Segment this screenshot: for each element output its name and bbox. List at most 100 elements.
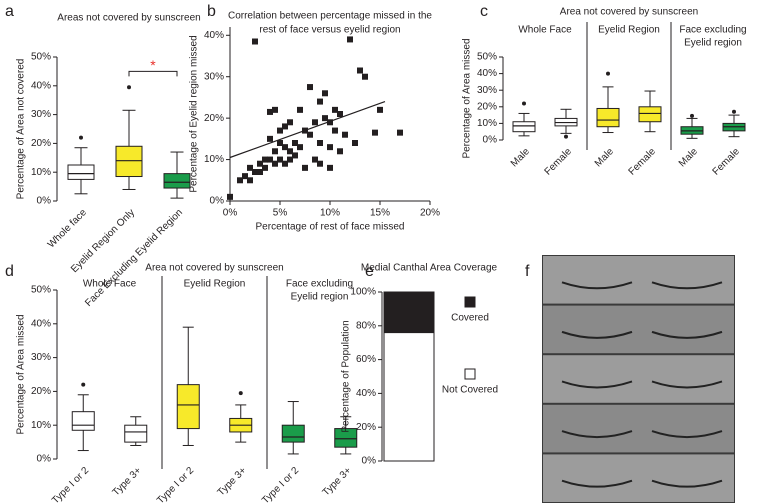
box [596,107,620,128]
point [322,90,328,97]
point [262,164,268,171]
point [317,160,323,167]
panel-letter: f [525,263,530,280]
eye-photo [543,256,734,304]
eye-photo [543,305,734,354]
panel-letter: a [5,3,14,20]
point [312,119,318,126]
outlier [238,391,243,396]
legend-swatch [464,368,476,380]
x-tick-label: Female [627,146,659,178]
box [334,428,358,448]
chart-title: Area not covered by sunscreen [145,263,283,274]
x-tick-label: 20% [420,208,440,219]
panel-letter: b [207,3,216,20]
box [67,164,95,180]
eyelid [561,281,723,290]
x-tick-label: Male [677,146,700,169]
y-tick-label: 60% [356,354,376,365]
point [252,38,258,45]
legend-swatch [464,296,476,308]
point [307,131,313,138]
x-tick-label: Whole face [46,207,89,250]
y-tick-label: 80% [356,320,376,331]
point [297,106,303,113]
point [307,84,313,91]
point [267,135,273,142]
group-label: Eyelid Region [184,279,246,290]
point [317,140,323,146]
point [322,115,328,122]
point [362,73,368,80]
group-label: Face excluding [679,25,746,36]
trend-line [229,101,386,159]
eye-photo [543,355,734,403]
y-tick-label: 40% [477,68,497,79]
point [237,177,243,184]
x-tick-label: Female [711,146,743,178]
y-tick-label: 30% [477,85,497,96]
y-tick-label: 10% [204,154,224,165]
box [71,411,95,431]
point [267,108,273,115]
x-tick-label: Type I or 2 [155,465,196,503]
point [282,123,288,130]
y-tick-label: 40% [31,80,51,91]
point [277,140,283,146]
y-axis-label: Percentage of Area missed [16,314,27,434]
group-label: Whole Face [518,25,572,36]
point [377,106,383,113]
x-tick-label: Face Excluding Eyelid Region [83,207,185,309]
y-tick-label: 20% [477,101,497,112]
x-tick-label: Type 3+ [216,465,249,498]
x-tick-label: 10% [320,208,340,219]
panel-letter: e [365,263,374,280]
x-tick-label: Type 3+ [321,465,354,498]
eyelid [561,380,723,389]
point [302,164,308,171]
point [327,164,333,171]
x-tick-label: 15% [370,208,390,219]
point [272,106,278,113]
group-label: Eyelid Region [598,25,660,36]
point [327,144,333,151]
point [272,148,278,155]
chart-title: rest of face versus eyelid region [259,25,400,36]
y-tick-label: 30% [31,109,51,120]
y-tick-label: 20% [31,138,51,149]
point [292,140,298,146]
x-tick-label: Male [593,146,616,169]
point [262,156,268,163]
y-tick-label: 20% [31,386,51,397]
x-tick-label: 0% [223,208,238,219]
point [297,144,303,151]
y-axis-label: Percentage of Area not covered [16,59,27,200]
point [287,148,293,155]
box [124,424,148,443]
x-axis-label: Percentage of rest of face missed [256,222,405,233]
bar-segment [383,291,435,334]
y-tick-label: 100% [350,287,376,298]
significance-bracket [128,70,178,77]
y-tick-label: 0% [483,135,498,146]
legend-label: Not Covered [442,385,498,396]
point [327,119,333,126]
y-tick-label: 50% [477,52,497,63]
y-tick-label: 0% [37,454,52,465]
point [247,164,253,171]
group-label: Whole Face [83,279,137,290]
eye-photo [543,454,734,502]
bar-segment [383,332,435,462]
eyelid [561,479,723,488]
point [257,169,263,175]
y-tick-label: 0% [210,196,225,207]
point [282,144,288,151]
outlier [127,85,131,90]
outlier [690,113,694,118]
group-label: Eyelid region [291,292,349,303]
point [227,193,233,200]
point [342,131,348,138]
outlier [732,109,736,114]
significance-label: * [150,57,156,73]
eyelid [561,430,723,439]
